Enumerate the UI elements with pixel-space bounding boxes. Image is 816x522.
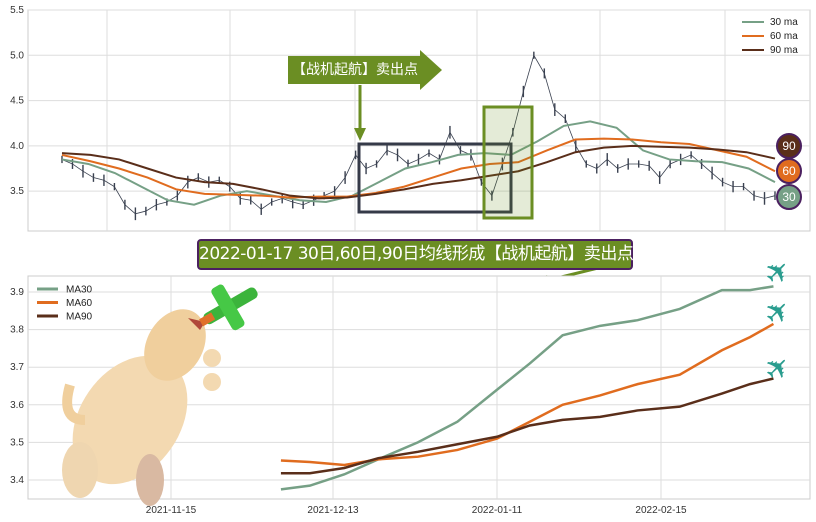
top-ytick-label: 4.5 bbox=[10, 96, 24, 107]
top-ytick-label: 5.0 bbox=[10, 50, 24, 61]
consolidation-box bbox=[357, 142, 513, 214]
bottom-xtick-label: 2022-02-15 bbox=[635, 505, 687, 516]
top-ytick-label: 3.5 bbox=[10, 186, 24, 197]
top-60ma-line bbox=[61, 137, 776, 199]
down-arrow-icon bbox=[354, 128, 366, 141]
bottom-ytick-label: 3.6 bbox=[10, 400, 24, 411]
bottom-ytick-label: 3.5 bbox=[10, 437, 24, 448]
sell-point-callout: 【战机起航】卖出点 bbox=[288, 56, 424, 84]
top-legend-label: 30 ma bbox=[770, 17, 798, 28]
ma30-badge: 30 bbox=[776, 184, 802, 210]
bottom-ytick-label: 3.8 bbox=[10, 325, 24, 336]
toy-plane-illustration bbox=[199, 284, 258, 331]
top-90ma-line bbox=[61, 144, 776, 200]
ma60-badge: 60 bbox=[776, 158, 802, 184]
bottom-legend-label: MA30 bbox=[66, 285, 93, 296]
signal-banner: 2022-01-17 30日,60日,90日均线形成【战机起航】卖出点 bbox=[197, 239, 634, 270]
top-plot-area bbox=[27, 9, 811, 232]
bottom-ma60-line bbox=[280, 322, 775, 467]
price-line bbox=[61, 54, 776, 215]
signal-box bbox=[482, 105, 534, 220]
top-ytick-label: 4.0 bbox=[10, 141, 24, 152]
bottom-xtick-label: 2021-12-13 bbox=[307, 505, 359, 516]
bottom-legend-label: MA60 bbox=[66, 298, 93, 309]
top-30ma-line bbox=[61, 120, 776, 206]
bottom-ytick-label: 3.4 bbox=[10, 475, 24, 486]
top-legend-label: 60 ma bbox=[770, 31, 798, 42]
dog-illustration bbox=[62, 309, 221, 506]
callout-arrow-icon bbox=[420, 50, 442, 90]
bottom-ytick-label: 3.7 bbox=[10, 362, 24, 373]
bottom-ma30-line bbox=[280, 285, 774, 491]
bottom-xtick-label: 2022-01-11 bbox=[472, 505, 523, 516]
top-legend-label: 90 ma bbox=[770, 45, 798, 56]
bottom-ytick-label: 3.9 bbox=[10, 287, 24, 298]
bottom-ma90-line bbox=[280, 377, 774, 475]
bottom-legend-label: MA90 bbox=[66, 312, 93, 323]
ma90-badge: 90 bbox=[776, 133, 802, 159]
bottom-xtick-label: 2021-11-15 bbox=[146, 505, 197, 516]
top-ytick-label: 5.5 bbox=[10, 5, 24, 16]
